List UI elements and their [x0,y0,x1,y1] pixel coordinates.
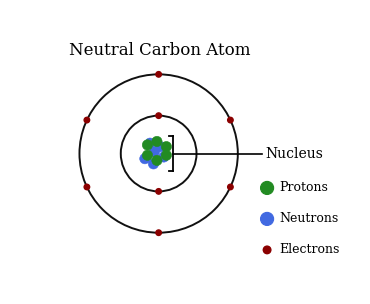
Circle shape [260,181,274,195]
Circle shape [156,230,161,236]
Circle shape [228,117,233,123]
Circle shape [263,246,271,254]
Circle shape [260,212,274,226]
Text: Electrons: Electrons [279,244,340,256]
Circle shape [155,141,165,152]
Circle shape [159,152,169,162]
Circle shape [148,159,159,169]
Circle shape [161,141,172,152]
Text: Nucleus: Nucleus [265,147,323,161]
Circle shape [84,184,90,190]
Circle shape [84,117,90,123]
Text: Neutrons: Neutrons [279,212,339,226]
Circle shape [149,147,159,157]
Circle shape [156,113,161,119]
Text: Protons: Protons [279,181,328,195]
Circle shape [140,154,150,164]
Circle shape [228,184,233,190]
Circle shape [152,155,162,166]
Circle shape [142,140,152,150]
Circle shape [156,72,161,77]
Circle shape [161,150,172,161]
Text: Neutral Carbon Atom: Neutral Carbon Atom [69,42,250,59]
Circle shape [145,138,155,148]
Circle shape [152,136,162,147]
Circle shape [142,150,152,161]
Circle shape [156,188,161,194]
